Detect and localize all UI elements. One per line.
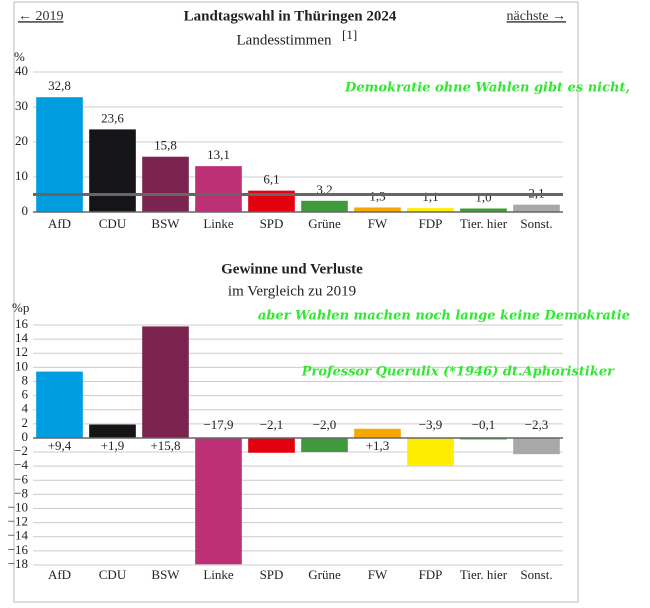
- y-tick-label: 20: [15, 133, 28, 148]
- x-tick-label: Tier. hier: [460, 216, 508, 231]
- y-tick-label: 40: [15, 63, 28, 78]
- bar: [513, 204, 560, 212]
- bar: [407, 208, 454, 212]
- y-tick-label: −16: [8, 542, 29, 557]
- x-tick-label: Tier. hier: [460, 567, 508, 582]
- bar: [460, 208, 507, 212]
- y-tick-label: −18: [8, 556, 28, 571]
- y-tick-label: 12: [15, 344, 28, 359]
- y-tick-label: 6: [22, 387, 29, 402]
- x-tick-label: Linke: [203, 216, 234, 231]
- value-label: 13,1: [207, 147, 230, 162]
- x-tick-label: SPD: [260, 216, 284, 231]
- bar: [301, 437, 348, 453]
- x-tick-label: Sonst.: [520, 216, 552, 231]
- value-label: +1,3: [366, 438, 390, 453]
- x-tick-label: CDU: [99, 567, 127, 582]
- x-tick-label: FW: [368, 567, 388, 582]
- x-tick-label: AfD: [48, 567, 71, 582]
- nav-next[interactable]: nächste →: [507, 9, 566, 24]
- value-label: 15,8: [154, 138, 177, 153]
- x-tick-label: FDP: [419, 567, 443, 582]
- quote-line: aber Wahlen machen noch lange keine Demo…: [258, 309, 630, 324]
- value-label: +15,8: [150, 438, 180, 453]
- bar: [89, 424, 136, 438]
- nav-prev[interactable]: ← 2019: [18, 9, 64, 24]
- frame: [13, 1, 579, 603]
- y-tick-label: 10: [15, 168, 28, 183]
- y-tick-label: 30: [15, 98, 28, 113]
- chart-title: Landtagswahl in Thüringen 2024: [184, 8, 397, 24]
- value-label: −0,1: [472, 417, 496, 432]
- y-tick-label: −8: [14, 485, 28, 500]
- value-label: 6,1: [263, 172, 279, 187]
- bar: [354, 207, 401, 212]
- y-axis-label: %: [14, 49, 25, 64]
- bar: [301, 200, 348, 212]
- bar: [195, 166, 242, 212]
- x-tick-label: Grüne: [308, 567, 341, 582]
- value-label: −17,9: [203, 417, 233, 432]
- chart-subtitle: im Vergleich zu 2019: [228, 283, 356, 299]
- y-tick-label: 16: [15, 316, 29, 331]
- bar: [513, 437, 560, 455]
- bar: [195, 437, 242, 565]
- value-label: 32,8: [48, 78, 71, 93]
- value-label: +9,4: [48, 438, 72, 453]
- bar: [142, 156, 189, 212]
- y-tick-label: −2: [14, 443, 28, 458]
- y-tick-label: 0: [22, 203, 29, 218]
- value-label: 1,0: [475, 189, 491, 204]
- y-tick-label: −4: [14, 457, 28, 472]
- value-label: +1,9: [101, 438, 125, 453]
- x-tick-label: BSW: [151, 216, 180, 231]
- bar: [142, 326, 189, 438]
- bar: [36, 371, 83, 438]
- y-tick-label: −10: [8, 500, 28, 515]
- y-tick-label: 8: [22, 372, 29, 387]
- value-label: −3,9: [419, 417, 443, 432]
- y-tick-label: −14: [8, 528, 29, 543]
- y-tick-label: 2: [22, 415, 29, 430]
- y-axis-label: %p: [12, 300, 29, 315]
- quote-author: Professor Querulix (*1946) dt.Aphoristik…: [301, 365, 615, 380]
- bar: [89, 129, 136, 212]
- y-tick-label: 4: [22, 401, 29, 416]
- chart-title: Gewinne und Verluste: [221, 261, 363, 277]
- quote-line: Demokratie ohne Wahlen gibt es nicht,: [344, 81, 630, 96]
- bar: [248, 437, 295, 453]
- value-label: 1,1: [422, 189, 438, 204]
- x-tick-label: BSW: [151, 567, 180, 582]
- x-tick-label: Grüne: [308, 216, 341, 231]
- value-label: −2,0: [313, 417, 337, 432]
- x-tick-label: FW: [368, 216, 388, 231]
- x-tick-label: FDP: [419, 216, 443, 231]
- value-label: −2,3: [525, 417, 549, 432]
- footnote-ref[interactable]: [1]: [342, 27, 357, 42]
- x-tick-label: AfD: [48, 216, 71, 231]
- y-tick-label: 10: [15, 358, 28, 373]
- y-tick-label: 0: [22, 429, 29, 444]
- x-tick-label: Sonst.: [520, 567, 552, 582]
- x-tick-label: CDU: [99, 216, 127, 231]
- y-tick-label: −12: [8, 514, 28, 529]
- x-tick-label: SPD: [260, 567, 284, 582]
- value-label: 23,6: [101, 110, 124, 125]
- y-tick-label: 14: [15, 330, 29, 345]
- value-label: −2,1: [260, 417, 284, 432]
- bar: [354, 428, 401, 438]
- y-tick-label: −6: [14, 471, 28, 486]
- bar: [407, 437, 454, 466]
- bar: [36, 97, 83, 212]
- chart-subtitle: Landesstimmen: [237, 32, 332, 48]
- x-tick-label: Linke: [203, 567, 234, 582]
